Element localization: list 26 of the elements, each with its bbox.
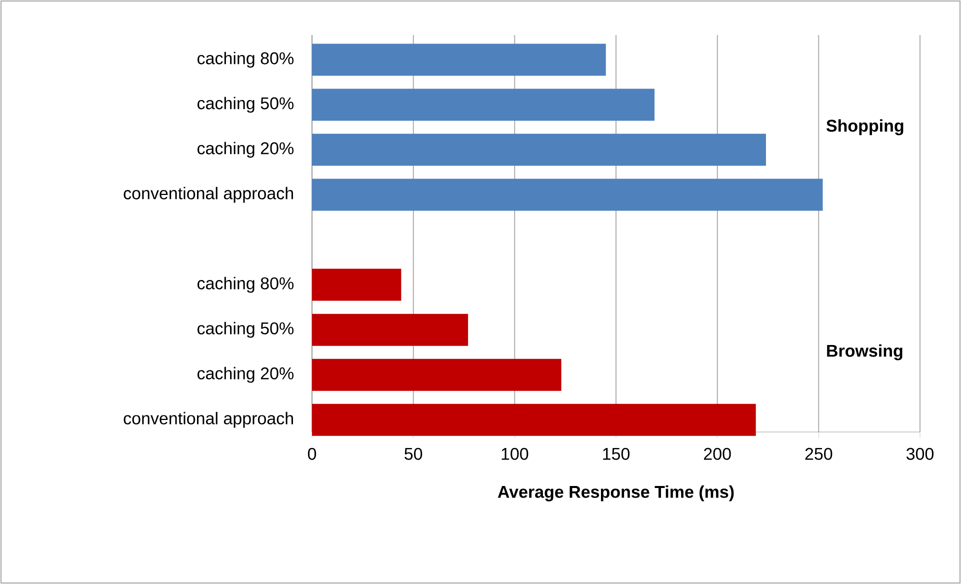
y-tick-label: caching 50% [198,96,294,113]
y-tick-label: caching 80% [198,52,294,68]
x-tick-label: 150 [603,448,630,460]
y-tick-label: caching 50% [198,322,294,338]
x-tick-label: 100 [502,448,528,460]
y-tick-label: caching 20% [198,142,294,158]
y-tick-label: caching 80% [198,276,294,293]
y-tick-label: caching 20% [198,366,294,383]
x-tick-label: 0 [308,448,316,460]
x-tick-label: 200 [704,448,731,460]
bar [312,134,766,166]
bar [312,178,823,211]
y-tick-label: conventional approach [124,412,293,428]
bar [312,404,756,436]
x-axis-title: Average Response Time (ms) [498,485,734,502]
text: Shopping [826,119,904,136]
bar [312,44,606,76]
bar [312,268,402,301]
bar [312,358,562,391]
x-tick-label: 50 [404,448,422,460]
bar [312,88,655,121]
x-tick-label: 250 [805,448,832,460]
y-tick-label: conventional approach [124,186,293,203]
bar [312,314,468,346]
text: Browsing [827,344,902,360]
x-tick-label: 300 [906,448,934,460]
